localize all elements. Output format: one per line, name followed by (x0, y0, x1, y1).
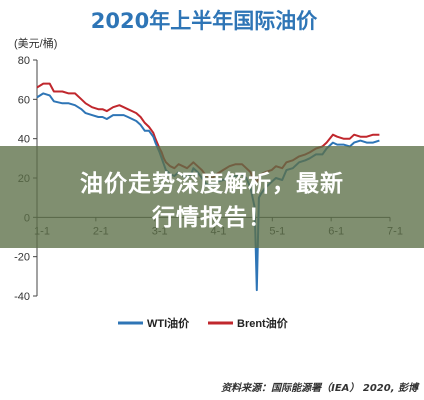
data-source-note: 资料来源：国际能源署（IEA） 2020, 彭博 (221, 383, 418, 394)
y-tick-label: 60 (18, 94, 30, 106)
legend-label-wti: WTI油价 (147, 316, 190, 330)
legend-label-brent: Brent油价 (237, 316, 289, 330)
y-tick-label: 80 (18, 55, 30, 67)
legend: WTI油价 Brent油价 (118, 316, 289, 330)
chart-title: 2020年上半年国际油价 (91, 9, 318, 33)
y-tick-label: -20 (14, 252, 30, 264)
headline-line-1: 油价走势深度解析，最新 (80, 171, 344, 197)
y-axis-label: (美元/桶) (14, 36, 57, 50)
headline-line-2: 行情报告！ (152, 205, 272, 231)
y-tick-label: 40 (18, 134, 30, 146)
y-tick-label: -40 (14, 291, 30, 303)
headline-overlay (0, 146, 424, 248)
